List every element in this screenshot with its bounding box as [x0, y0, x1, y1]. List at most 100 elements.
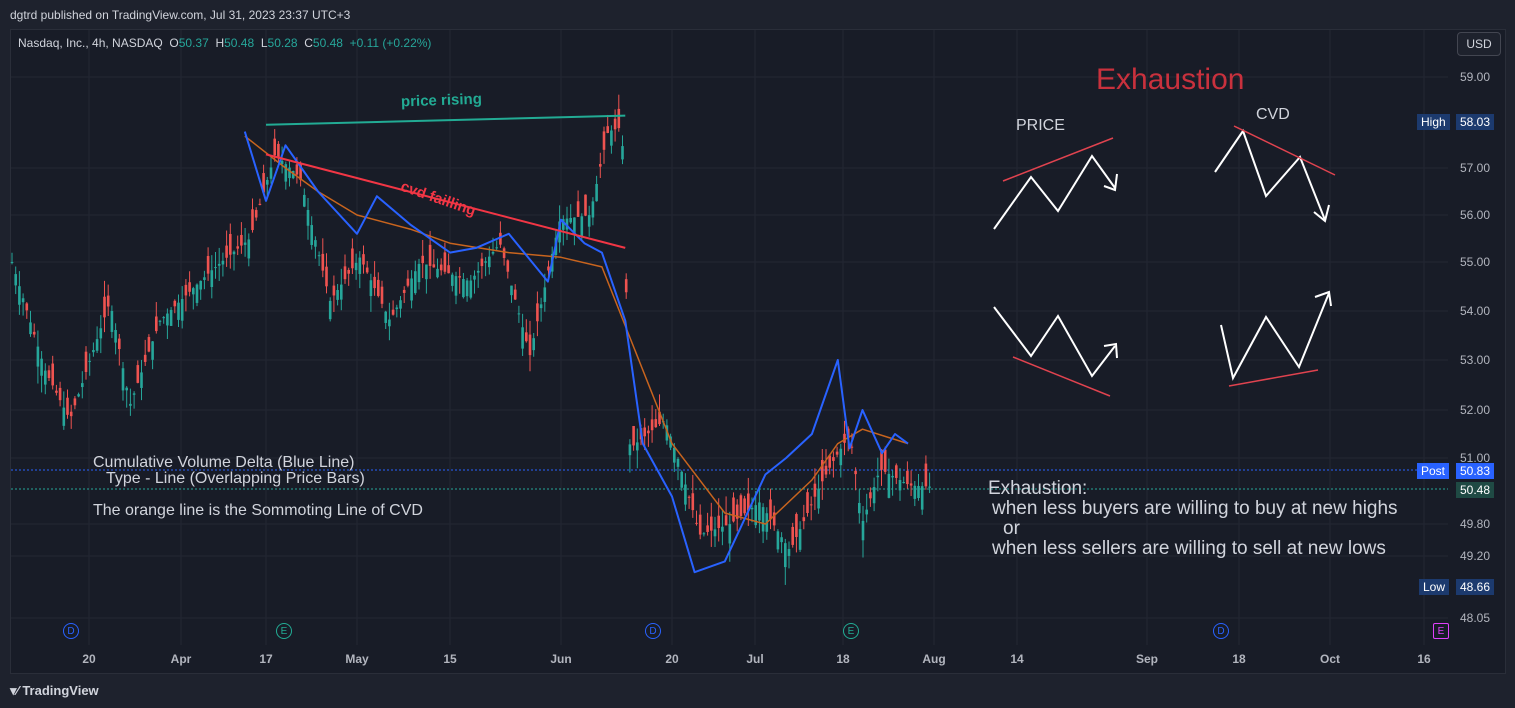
candle-body: [377, 279, 380, 296]
candle-body: [129, 403, 132, 406]
candle: [328, 297, 332, 322]
candle: [480, 252, 484, 279]
candle: [724, 496, 728, 526]
candle: [317, 251, 321, 267]
exhaustion-definition-2: when less buyers are willing to buy at n…: [992, 498, 1398, 519]
candle-body: [88, 360, 91, 362]
candle-body: [236, 246, 239, 249]
candle-body: [447, 265, 450, 274]
candle-body: [151, 341, 154, 360]
candle-body: [69, 411, 73, 417]
candle: [821, 449, 824, 500]
candle-body: [754, 505, 757, 526]
candle: [103, 280, 106, 333]
candle: [824, 449, 828, 479]
candle: [251, 198, 254, 233]
candle-body: [543, 287, 547, 302]
candle: [373, 261, 376, 296]
candle-body: [621, 146, 624, 160]
candle: [36, 330, 40, 384]
dividend-marker[interactable]: D: [1213, 623, 1229, 639]
candle: [147, 334, 151, 353]
candle-body: [18, 286, 21, 305]
candle: [610, 125, 613, 154]
smoothing-polyline: [244, 135, 909, 525]
candle-body: [739, 495, 743, 517]
candle-body: [858, 502, 861, 514]
candle-body: [506, 260, 510, 272]
dividend-marker[interactable]: D: [63, 623, 79, 639]
earnings-marker[interactable]: E: [843, 623, 859, 639]
candle: [18, 271, 21, 315]
candle-body: [547, 266, 550, 271]
candle-body: [206, 256, 210, 274]
last-price-tag: 50.48: [1456, 482, 1495, 498]
currency-button[interactable]: USD: [1457, 32, 1501, 56]
tradingview-logo[interactable]: ▾⁄ TradingView: [10, 683, 99, 698]
candle-body: [606, 126, 609, 133]
publish-header: dgtrd published on TradingView.com, Jul …: [10, 8, 351, 22]
dividend-marker[interactable]: D: [645, 623, 661, 639]
candle-body: [388, 319, 391, 327]
candle-body: [51, 363, 54, 386]
candle-body: [861, 520, 865, 541]
candle-body: [928, 486, 931, 488]
candle-body: [243, 242, 247, 245]
candle: [214, 251, 217, 279]
candle: [698, 504, 702, 540]
candle-body: [291, 171, 295, 179]
candle: [469, 274, 473, 300]
candle: [728, 511, 732, 562]
symbol-name: Nasdaq, Inc., 4h, NASDAQ: [18, 36, 163, 50]
candle-body: [710, 516, 713, 531]
earnings-marker[interactable]: E: [1433, 623, 1449, 639]
candle: [835, 446, 839, 458]
candle-body: [525, 332, 528, 342]
candle-body: [828, 455, 831, 468]
price-axis-label: 56.00: [1459, 208, 1491, 222]
candle-body: [155, 316, 158, 332]
candle-body: [125, 387, 128, 391]
candle: [92, 342, 95, 357]
candle-body: [421, 255, 424, 264]
candle-body: [913, 485, 917, 499]
candle-body: [469, 280, 473, 298]
time-axis-label: 20: [82, 652, 96, 666]
candle-body: [284, 164, 288, 182]
price-diagram-label: PRICE: [1016, 117, 1065, 134]
symbol-ohlc-legend[interactable]: Nasdaq, Inc., 4h, NASDAQ O50.37 H50.48 L…: [18, 36, 432, 50]
candle: [828, 455, 831, 475]
candle-body: [166, 313, 169, 326]
candle-body: [391, 309, 395, 315]
candle-body: [14, 274, 17, 286]
candle: [702, 532, 706, 537]
candle: [169, 307, 173, 326]
candle-body: [303, 194, 306, 207]
candle: [140, 360, 143, 401]
candle: [236, 235, 239, 256]
candle-body: [584, 194, 587, 216]
candle: [458, 267, 461, 294]
candle-body: [839, 448, 843, 466]
candle: [291, 170, 295, 180]
cvd-up-zigzag: [1220, 292, 1330, 381]
earnings-marker[interactable]: E: [276, 623, 292, 639]
candle: [95, 326, 99, 353]
candle: [739, 493, 743, 521]
candle-body: [473, 275, 476, 280]
candle: [199, 280, 202, 300]
candle: [436, 258, 439, 279]
candle: [136, 360, 140, 384]
time-axis-label: 20: [665, 652, 679, 666]
candle: [336, 283, 339, 306]
candle-body: [724, 515, 728, 526]
candle-body: [106, 295, 110, 307]
candle: [647, 425, 650, 447]
candle: [421, 239, 424, 279]
candle: [758, 486, 761, 534]
candle-body: [217, 263, 221, 266]
cvd-down-trendline: [1233, 125, 1336, 176]
candle-body: [62, 407, 66, 426]
time-axis-label: 17: [259, 652, 273, 666]
